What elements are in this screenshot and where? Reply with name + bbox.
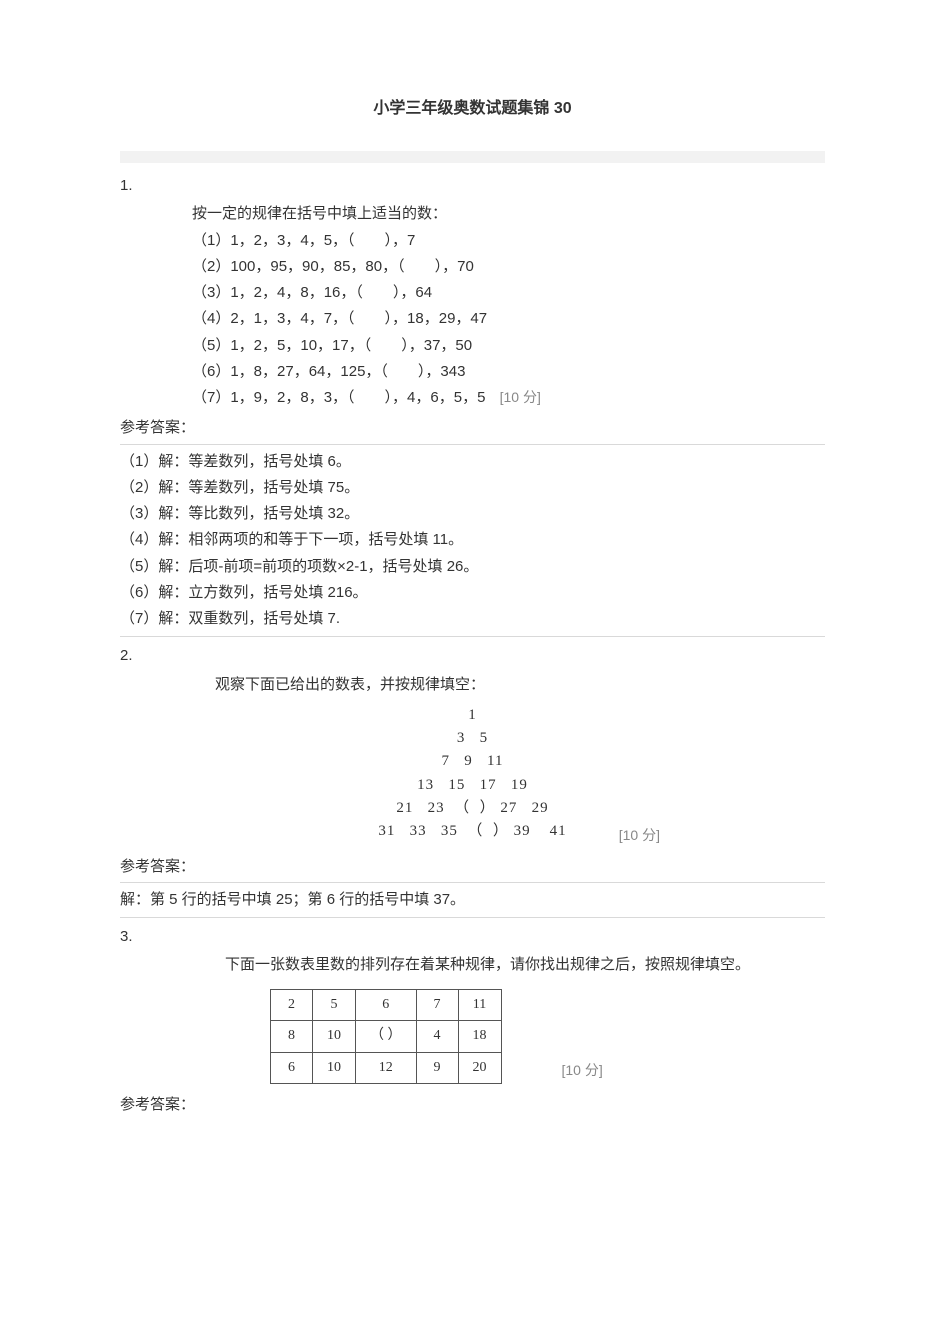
q1-line-3: （3）1，2，4，8，16，（ ），64 xyxy=(192,280,825,306)
q3-points: [10 分] xyxy=(562,1058,603,1085)
cell: 9 xyxy=(416,1052,458,1084)
cell: 6 xyxy=(356,989,417,1021)
page-title: 小学三年级奥数试题集锦 30 xyxy=(120,95,825,123)
q1-answer-2: （2）解：等差数列，括号处填 75。 xyxy=(120,475,825,501)
q2-tri-row-5: 21 23 （ ） 27 29 xyxy=(120,797,825,820)
q2-points: [10 分] xyxy=(619,827,660,843)
q1-answer-box: （1）解：等差数列，括号处填 6。 （2）解：等差数列，括号处填 75。 （3）… xyxy=(120,444,825,638)
table-row: 8 10 （ ） 4 18 xyxy=(271,1021,502,1053)
q2-intro: 观察下面已给出的数表，并按规律填空： xyxy=(120,672,825,698)
q3-table-wrap: 2 5 6 7 11 8 10 （ ） 4 18 6 10 12 9 20 [1… xyxy=(120,989,825,1085)
q2-answer-1: 解：第 5 行的括号中填 25；第 6 行的括号中填 37。 xyxy=(120,887,825,913)
q1-intro: 按一定的规律在括号中填上适当的数： xyxy=(192,201,825,227)
q1-answer-6: （6）解：立方数列，括号处填 216。 xyxy=(120,580,825,606)
cell: 11 xyxy=(458,989,501,1021)
q2-tri-row-3: 7 9 11 xyxy=(120,750,825,773)
divider-bar xyxy=(120,151,825,163)
q1-answer-3: （3）解：等比数列，括号处填 32。 xyxy=(120,501,825,527)
q1-line-5: （5）1，2，5，10，17，（ ），37，50 xyxy=(192,333,825,359)
q1-line-4: （4）2，1，3，4，7，（ ），18，29，47 xyxy=(192,306,825,332)
cell: 5 xyxy=(313,989,356,1021)
cell: （ ） xyxy=(356,1021,417,1053)
q3-intro: 下面一张数表里数的排列存在着某种规律，请你找出规律之后，按照规律填空。 xyxy=(120,952,825,978)
q1-answer-4: （4）解：相邻两项的和等于下一项，括号处填 11。 xyxy=(120,527,825,553)
cell: 20 xyxy=(458,1052,501,1084)
q2-triangle: 1 3 5 7 9 11 13 15 17 19 21 23 （ ） 27 29… xyxy=(120,698,825,844)
q1-line-7-text: （7）1，9，2，8，3，（ ），4，6，5，5 xyxy=(192,389,485,406)
q1-line-7: （7）1，9，2，8，3，（ ），4，6，5，5 [10 分] xyxy=(192,385,825,411)
q1-answer-label: 参考答案： xyxy=(120,415,825,441)
q1-line-1: （1）1，2，3，4，5，（ ），7 xyxy=(192,228,825,254)
q1-answer-7: （7）解：双重数列，括号处填 7. xyxy=(120,606,825,632)
q1-points: [10 分] xyxy=(500,389,541,405)
cell: 4 xyxy=(416,1021,458,1053)
cell: 2 xyxy=(271,989,313,1021)
q2-tri-row-1: 1 xyxy=(120,704,825,727)
q1-answer-1: （1）解：等差数列，括号处填 6。 xyxy=(120,449,825,475)
q2-answer-box: 解：第 5 行的括号中填 25；第 6 行的括号中填 37。 xyxy=(120,882,825,918)
cell: 8 xyxy=(271,1021,313,1053)
cell: 10 xyxy=(313,1021,356,1053)
cell: 7 xyxy=(416,989,458,1021)
cell: 10 xyxy=(313,1052,356,1084)
q3-number: 3. xyxy=(120,924,825,950)
table-row: 6 10 12 9 20 xyxy=(271,1052,502,1084)
q2-number: 2. xyxy=(120,643,825,669)
q1-body: 按一定的规律在括号中填上适当的数： （1）1，2，3，4，5，（ ），7 （2）… xyxy=(120,201,825,411)
q1-line-6: （6）1，8，27，64，125，（ ），343 xyxy=(192,359,825,385)
q1-answer-5: （5）解：后项-前项=前项的项数×2-1，括号处填 26。 xyxy=(120,554,825,580)
table-row: 2 5 6 7 11 xyxy=(271,989,502,1021)
cell: 6 xyxy=(271,1052,313,1084)
q2-tri-row-2: 3 5 xyxy=(120,727,825,750)
cell: 18 xyxy=(458,1021,501,1053)
cell: 12 xyxy=(356,1052,417,1084)
q2-tri-row-4: 13 15 17 19 xyxy=(120,774,825,797)
q1-line-2: （2）100，95，90，85，80，（ ），70 xyxy=(192,254,825,280)
q3-table: 2 5 6 7 11 8 10 （ ） 4 18 6 10 12 9 20 xyxy=(270,989,502,1085)
q2-answer-label: 参考答案： xyxy=(120,854,825,880)
q3-answer-label: 参考答案： xyxy=(120,1092,825,1118)
q1-number: 1. xyxy=(120,173,825,199)
